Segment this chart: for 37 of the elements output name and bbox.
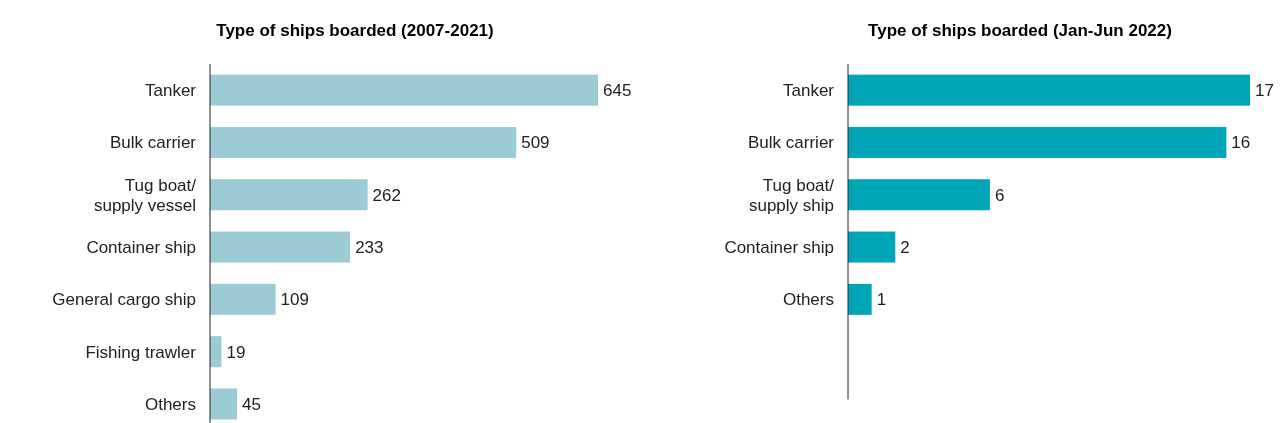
y-tick-label: General cargo ship (52, 290, 196, 310)
bar (210, 283, 276, 315)
bar (210, 388, 238, 420)
y-tick-label: Fishing trawler (85, 342, 197, 362)
y-tick-label: Bulk carrier (110, 133, 197, 153)
chart-title: Type of ships boarded (Jan-Jun 2022) (868, 21, 1172, 40)
bar (210, 74, 598, 106)
chart-title: Type of ships boarded (2007-2021) (216, 21, 494, 40)
data-label: 233 (355, 238, 384, 257)
data-label: 45 (242, 394, 261, 414)
bar (848, 74, 1250, 106)
data-label: 645 (603, 81, 632, 101)
bar (848, 126, 1227, 158)
bar (848, 179, 990, 211)
y-tick-label: Tug boat/supply vessel (93, 175, 197, 215)
y-tick-label: Others (782, 290, 834, 310)
y-tick-label: Bulk carrier (748, 133, 835, 153)
y-tick-label: Container ship (86, 238, 196, 257)
data-label: 6 (994, 185, 1005, 205)
data-label: 2 (900, 238, 910, 257)
data-label: 16 (1231, 133, 1251, 153)
bar (210, 179, 368, 211)
y-tick-label: Container ship (724, 238, 834, 257)
data-label: 509 (521, 133, 550, 153)
bar (210, 231, 351, 263)
data-label: 17 (1255, 81, 1274, 101)
y-tick-label: Others (144, 394, 196, 414)
y-tick-label: Tanker (782, 81, 835, 101)
data-label: 1 (876, 290, 887, 310)
y-tick-label: Tanker (144, 81, 197, 101)
y-tick-label: Tug boat/supply ship (748, 175, 835, 215)
bar (210, 126, 517, 158)
bar (848, 283, 872, 315)
data-label: 262 (372, 185, 401, 205)
data-label: 109 (280, 290, 309, 310)
bar (848, 231, 896, 263)
data-label: 19 (226, 342, 246, 362)
